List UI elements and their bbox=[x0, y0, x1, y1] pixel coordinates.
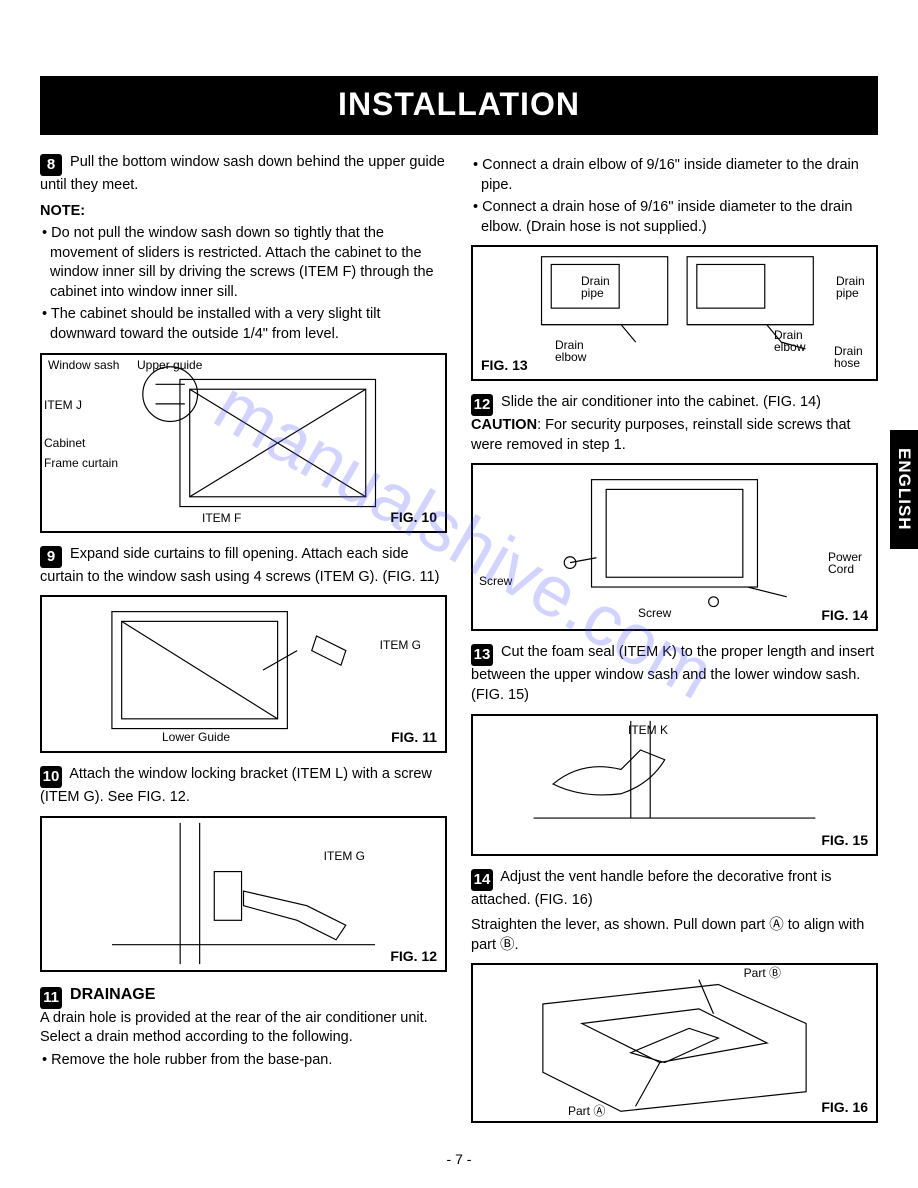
note-bullet-1: • Do not pull the window sash down so ti… bbox=[40, 224, 447, 302]
figure-11: ITEM G Lower Guide FIG. 11 bbox=[40, 595, 447, 753]
step-num-icon: 9 bbox=[40, 546, 62, 568]
step-9-text: Expand side curtains to fill opening. At… bbox=[40, 546, 439, 585]
fig-12-label: FIG. 12 bbox=[390, 947, 437, 966]
label-drain-pipe-1: Drain pipe bbox=[581, 275, 613, 299]
step-12: 12 Slide the air conditioner into the ca… bbox=[471, 393, 878, 416]
note-heading: NOTE: bbox=[40, 202, 447, 222]
page-title: INSTALLATION bbox=[40, 76, 878, 135]
figure-13: Drain pipe Drain elbow Drain pipe Drain … bbox=[471, 245, 878, 381]
fig-11-label: FIG. 11 bbox=[391, 728, 437, 747]
label-drain-hose: Drain hose bbox=[834, 345, 868, 369]
figure-12: ITEM G FIG. 12 bbox=[40, 816, 447, 972]
label-power-cord: Power Cord bbox=[828, 551, 868, 575]
fig-16-label: FIG. 16 bbox=[821, 1098, 868, 1117]
fig-10-label: FIG. 10 bbox=[390, 508, 437, 527]
caution-text: CAUTION: CAUTION: For security purposes,… bbox=[471, 417, 851, 453]
label-part-a: Part Ⓐ bbox=[568, 1103, 605, 1119]
label-window-sash: Window sash bbox=[48, 357, 119, 373]
step-8: 8 Pull the bottom window sash down behin… bbox=[40, 153, 447, 196]
figure-14: Screw Screw Power Cord FIG. 14 bbox=[471, 463, 878, 631]
language-tab: ENGLISH bbox=[890, 430, 918, 549]
fig-15-label: FIG. 15 bbox=[821, 831, 868, 850]
label-frame-curtain: Frame curtain bbox=[44, 455, 118, 471]
step-9: 9 Expand side curtains to fill opening. … bbox=[40, 545, 447, 588]
step-num-icon: 14 bbox=[471, 869, 493, 891]
step-14: 14 Adjust the vent handle before the dec… bbox=[471, 868, 878, 911]
right-column: • Connect a drain elbow of 9/16" inside … bbox=[471, 153, 878, 1135]
label-item-j: ITEM J bbox=[44, 397, 82, 413]
label-drain-pipe-2: Drain pipe bbox=[836, 275, 868, 299]
fig-13-label: FIG. 13 bbox=[481, 356, 528, 375]
step-8-text: Pull the bottom window sash down behind … bbox=[40, 154, 445, 193]
label-item-f: ITEM F bbox=[202, 510, 241, 526]
step-13: 13 Cut the foam seal (ITEM K) to the pro… bbox=[471, 643, 878, 705]
label-cabinet: Cabinet bbox=[44, 435, 85, 451]
step-10-text: Attach the window locking bracket (ITEM … bbox=[40, 766, 432, 805]
page-number: - 7 - bbox=[40, 1151, 878, 1167]
label-screw-2: Screw bbox=[638, 605, 671, 621]
step-14-text1: Adjust the vent handle before the decora… bbox=[471, 869, 832, 908]
step-11: 11 DRAINAGE bbox=[40, 984, 447, 1009]
fig-14-label: FIG. 14 bbox=[821, 606, 868, 625]
step-12-text: Slide the air conditioner into the cabin… bbox=[501, 394, 821, 410]
label-drain-elbow-1: Drain elbow bbox=[555, 339, 591, 363]
label-drain-elbow-2: Drain elbow bbox=[774, 329, 810, 353]
label-part-b: Part Ⓑ bbox=[744, 965, 781, 981]
label-upper-guide: Upper guide bbox=[137, 357, 202, 373]
drain-bullet-2: • Connect a drain hose of 9/16" inside d… bbox=[471, 198, 878, 237]
label-item-k: ITEM K bbox=[628, 722, 668, 738]
label-screw-1: Screw bbox=[479, 573, 512, 589]
drainage-heading: DRAINAGE bbox=[70, 986, 155, 1003]
label-item-g-12: ITEM G bbox=[324, 848, 365, 864]
drainage-text: A drain hole is provided at the rear of … bbox=[40, 1009, 447, 1048]
step-num-icon: 11 bbox=[40, 987, 62, 1009]
note-bullet-2: • The cabinet should be installed with a… bbox=[40, 305, 447, 344]
drainage-bullet: • Remove the hole rubber from the base-p… bbox=[40, 1051, 447, 1071]
step-num-icon: 8 bbox=[40, 154, 62, 176]
step-num-icon: 10 bbox=[40, 766, 62, 788]
figure-16: Part Ⓑ Part Ⓐ FIG. 16 bbox=[471, 963, 878, 1123]
figure-10: Window sash Upper guide ITEM J Cabinet F… bbox=[40, 353, 447, 533]
label-lower-guide: Lower Guide bbox=[162, 729, 230, 745]
drain-bullet-1: • Connect a drain elbow of 9/16" inside … bbox=[471, 156, 878, 195]
step-num-icon: 13 bbox=[471, 644, 493, 666]
step-14-text2: Straighten the lever, as shown. Pull dow… bbox=[471, 916, 878, 955]
left-column: 8 Pull the bottom window sash down behin… bbox=[40, 153, 447, 1135]
figure-15: ITEM K FIG. 15 bbox=[471, 714, 878, 856]
step-10: 10 Attach the window locking bracket (IT… bbox=[40, 765, 447, 808]
step-num-icon: 12 bbox=[471, 394, 493, 416]
label-item-g: ITEM G bbox=[380, 637, 421, 653]
step-13-text: Cut the foam seal (ITEM K) to the proper… bbox=[471, 644, 874, 703]
